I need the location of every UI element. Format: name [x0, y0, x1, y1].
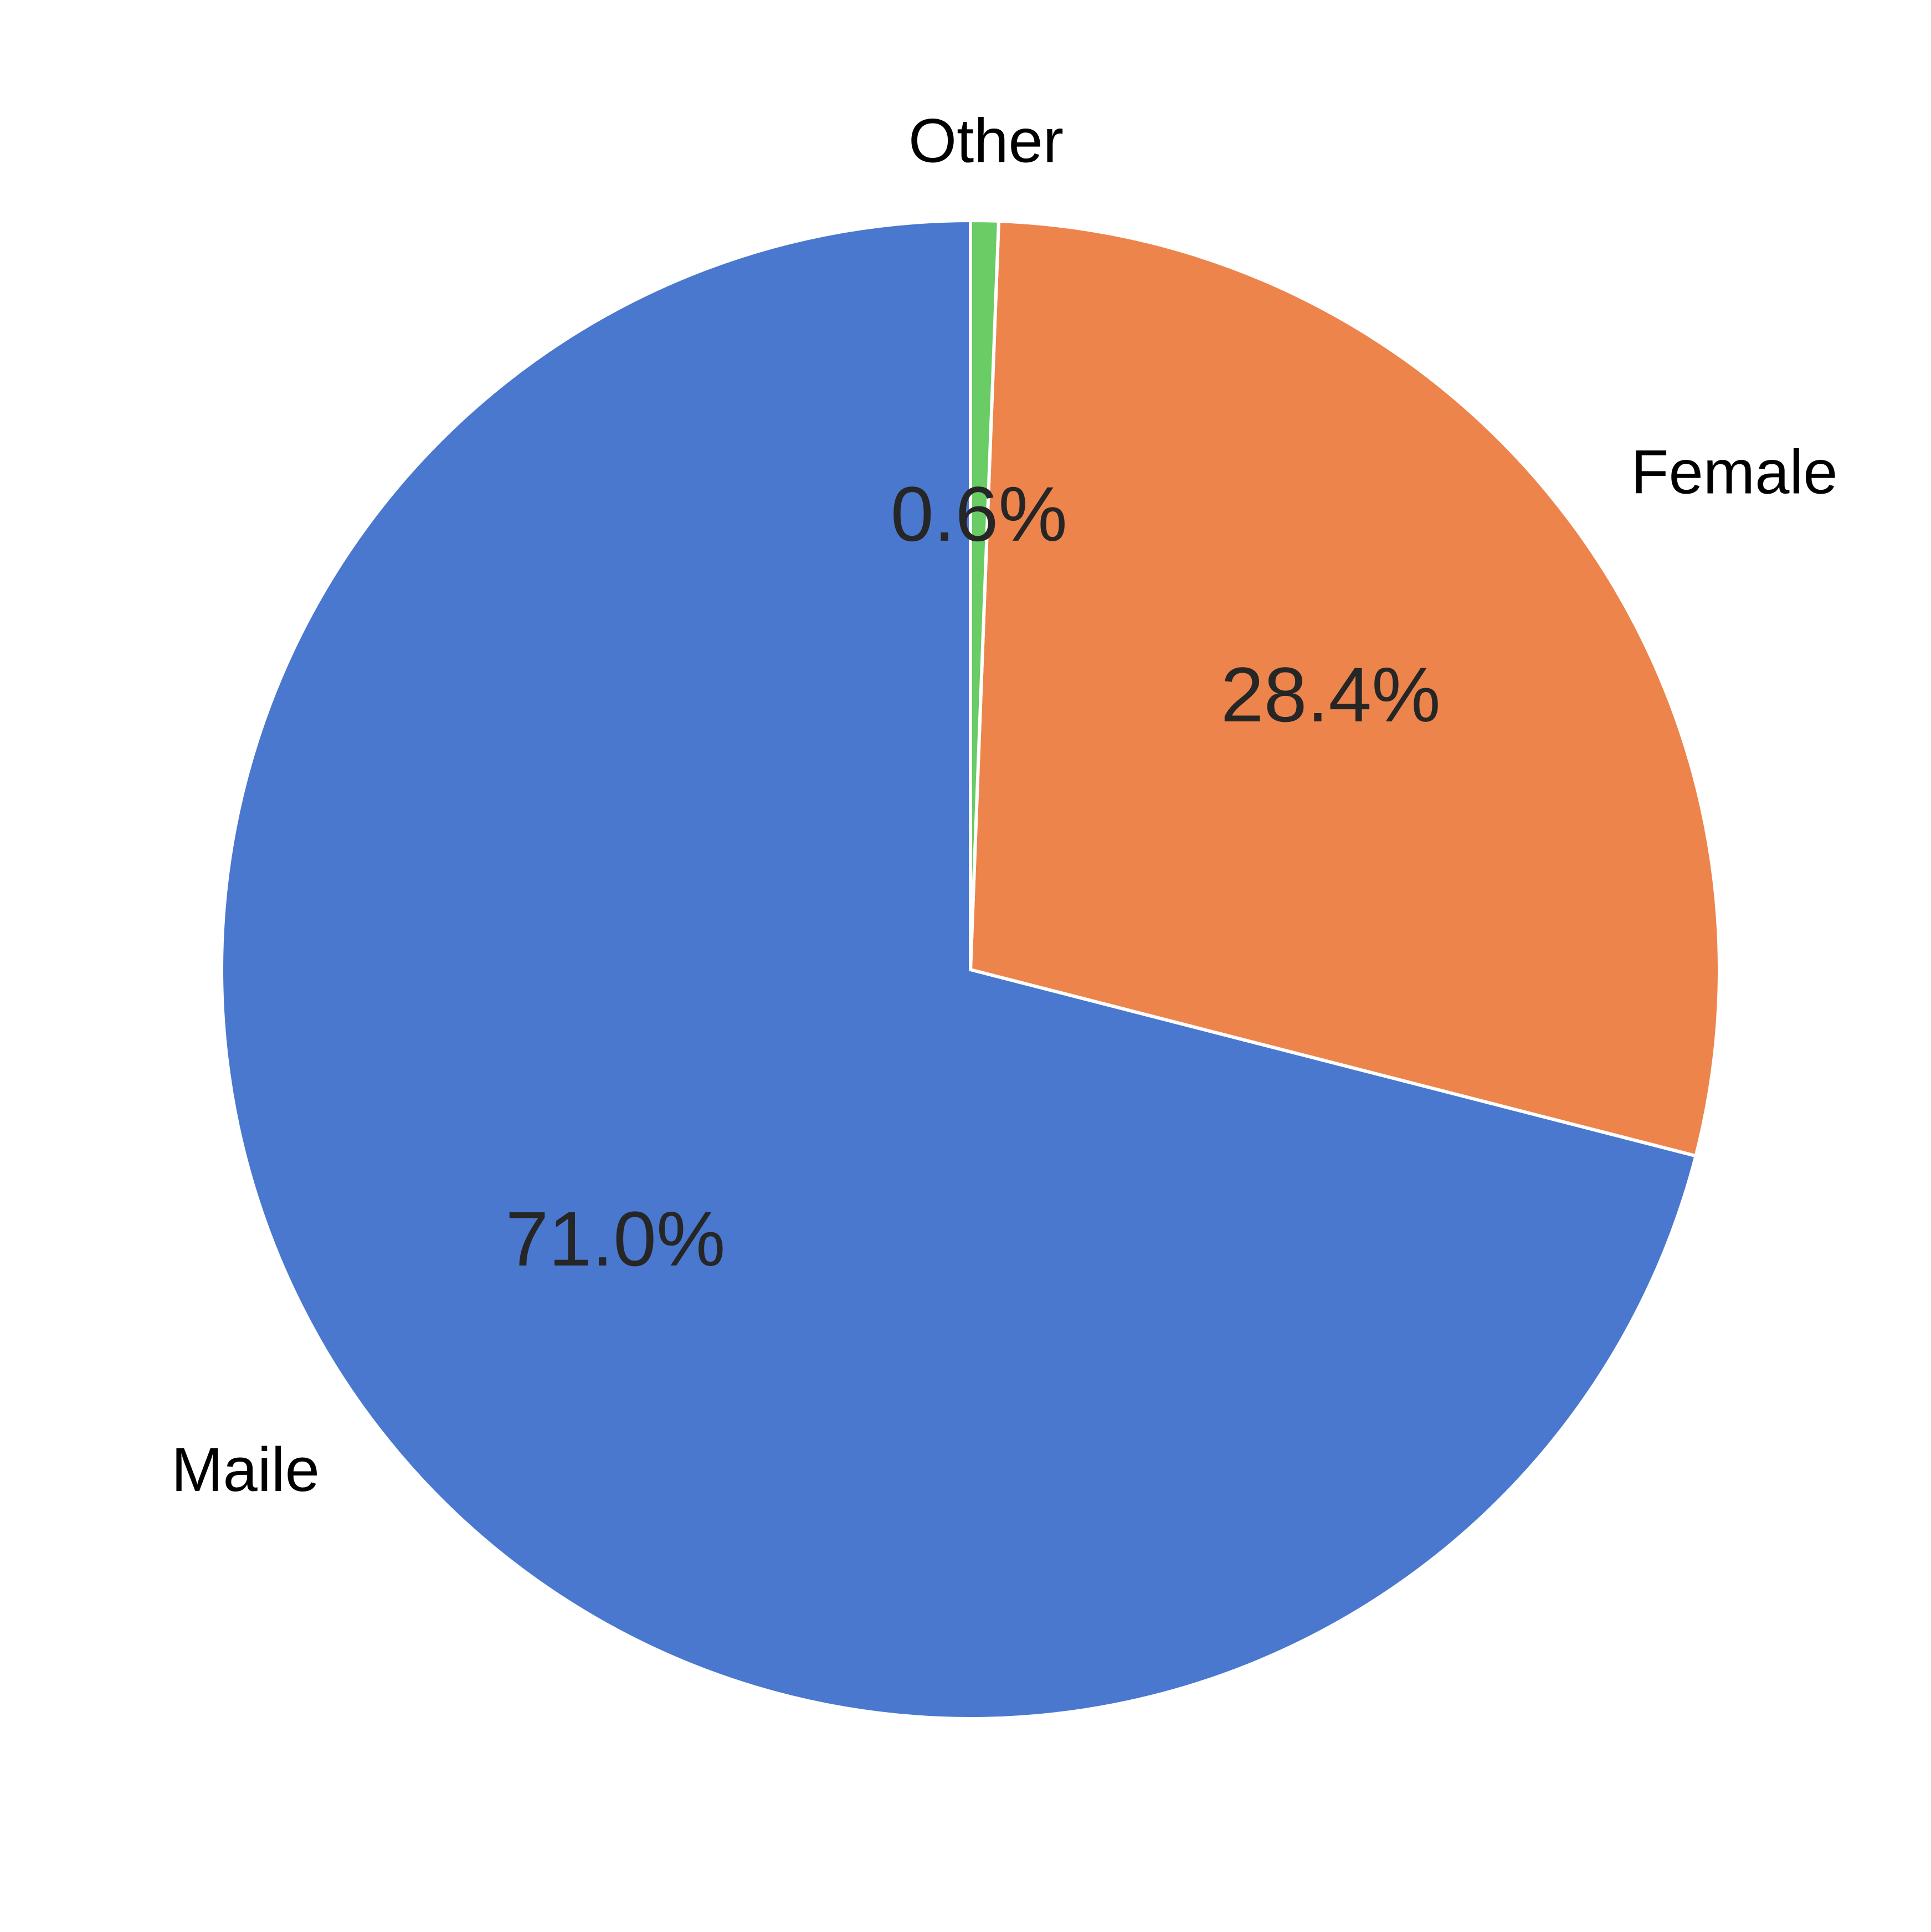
value-label: 0.6%: [891, 470, 1067, 557]
pie-slice: [969, 219, 1000, 971]
value-label: 28.4%: [1221, 651, 1441, 738]
value-label: 71.0%: [506, 1195, 726, 1282]
slice-label: Maile: [171, 1435, 320, 1504]
slice-label: Female: [1631, 437, 1837, 506]
pie-slice: [969, 219, 1721, 1158]
slice-label: Other: [908, 106, 1064, 176]
pie-slice: [220, 219, 1698, 1720]
